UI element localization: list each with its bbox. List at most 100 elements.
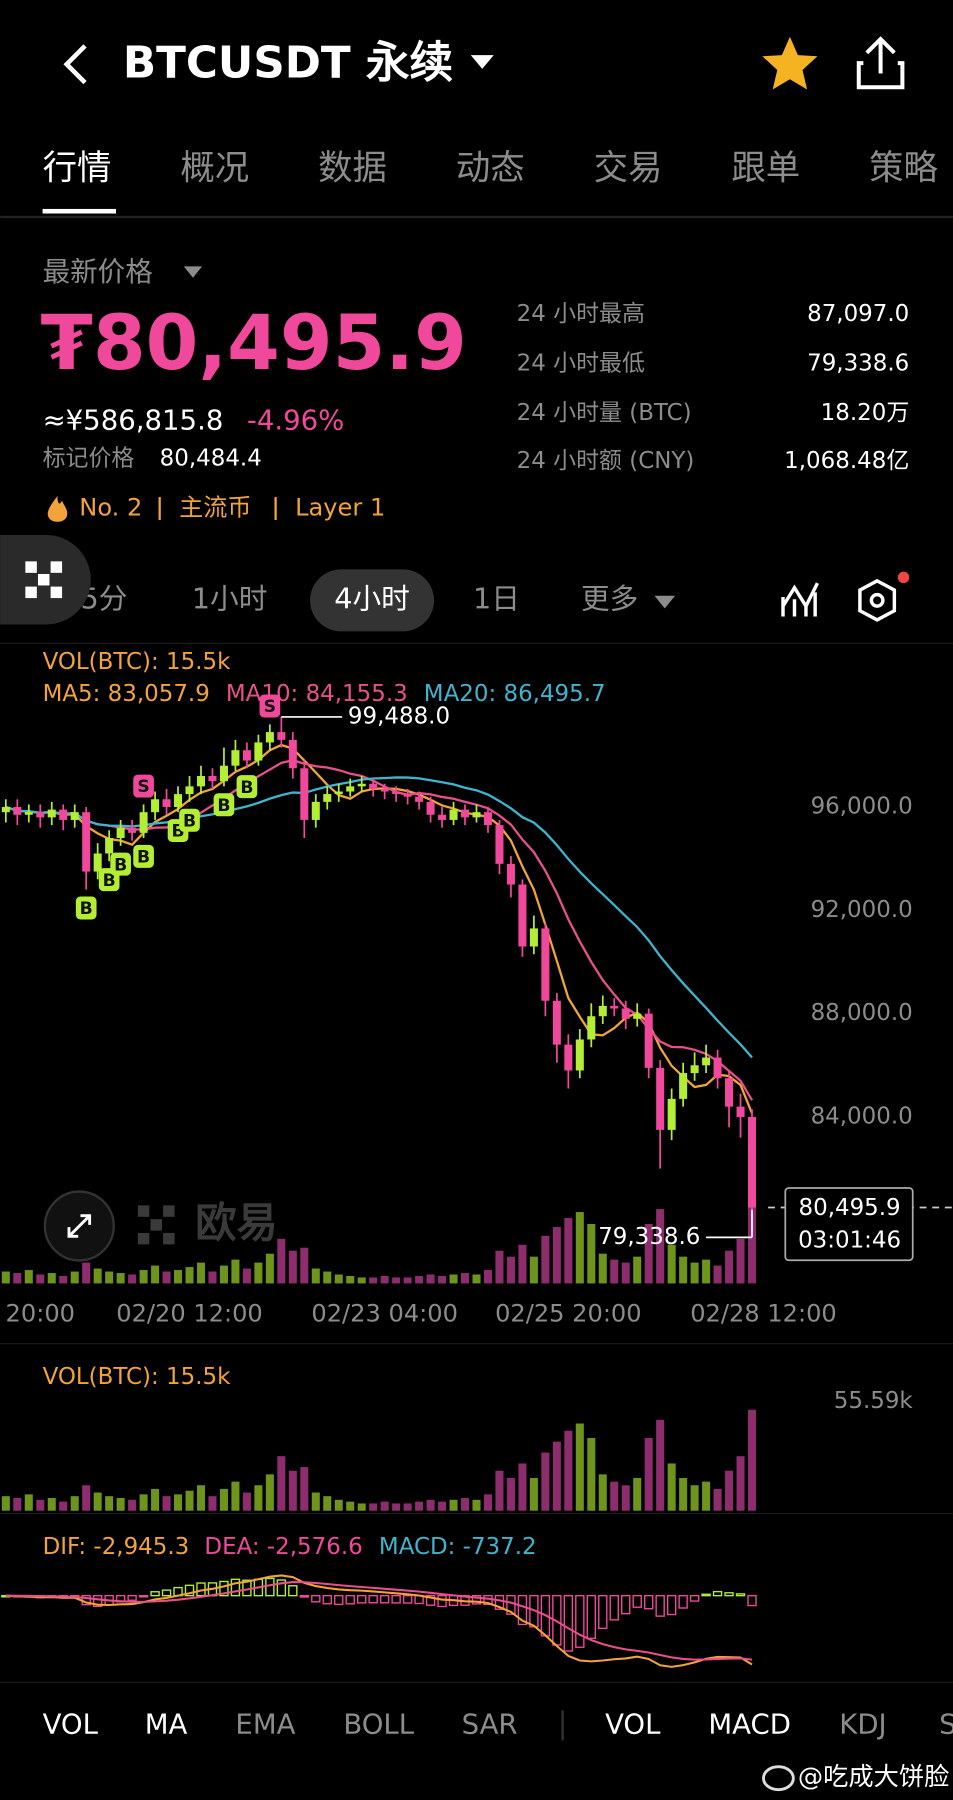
- volume-bar: [24, 1270, 33, 1284]
- indicator[interactable]: BOLL: [343, 1708, 414, 1740]
- candle-body: [449, 809, 458, 820]
- share-button[interactable]: [856, 36, 905, 90]
- indicator[interactable]: MACD: [708, 1708, 791, 1740]
- volume-bar: [369, 1503, 378, 1511]
- interval[interactable]: 1小时: [192, 581, 268, 615]
- macd-label: MACD: -737.2: [379, 1534, 537, 1560]
- vol-panel-label: VOL(BTC): 15.5k: [43, 1364, 232, 1390]
- volume-bar: [702, 1481, 711, 1511]
- interval[interactable]: 1日: [473, 581, 520, 615]
- candle-body: [725, 1078, 734, 1107]
- candle-body: [369, 783, 378, 789]
- indicator[interactable]: SAR: [462, 1708, 518, 1740]
- macd-label: DEA: -2,576.6: [204, 1534, 362, 1560]
- volume-bar: [105, 1496, 114, 1511]
- candle-body: [357, 783, 366, 787]
- tag[interactable]: Layer 1: [295, 494, 385, 522]
- volume-bar: [288, 1470, 297, 1511]
- volume-bar: [679, 1478, 688, 1511]
- tab-bar: 行情 概况 数据 动态 交易 跟单 策略: [43, 148, 938, 188]
- candle-body: [472, 812, 481, 818]
- volume-bar: [506, 1478, 515, 1511]
- volume-bar: [242, 1268, 251, 1284]
- tab[interactable]: 跟单: [731, 148, 800, 188]
- volume-bar: [541, 1452, 550, 1511]
- volume-bar: [633, 1478, 642, 1511]
- indicator[interactable]: EMA: [235, 1708, 295, 1740]
- interval[interactable]: 4小时: [334, 581, 410, 615]
- y-tick-label: 92,000.0: [811, 897, 913, 923]
- trade-marker: [110, 852, 131, 876]
- macd-bar: [575, 1594, 585, 1648]
- volume-bar: [541, 1235, 550, 1284]
- macd-bar: [598, 1594, 608, 1630]
- indicator[interactable]: VOL: [605, 1708, 661, 1740]
- indicator[interactable]: S: [939, 1708, 953, 1740]
- macd-bar: [345, 1594, 355, 1605]
- expand-icon: [67, 1214, 92, 1238]
- volume-bar: [24, 1494, 33, 1511]
- last-price-box: [784, 1187, 914, 1262]
- volume-bar: [116, 1497, 125, 1511]
- volume-bar: [277, 1238, 286, 1284]
- macd-bar: [643, 1594, 654, 1610]
- tab[interactable]: 数据: [318, 148, 387, 188]
- indicator[interactable]: VOL: [43, 1708, 99, 1740]
- candle-body: [461, 809, 470, 818]
- volume-bar: [128, 1499, 137, 1511]
- candle-body: [93, 853, 102, 872]
- candle-body: [438, 814, 447, 820]
- candle-body: [495, 825, 504, 864]
- x-tick-label: 02/25 20:00: [495, 1299, 642, 1327]
- tab[interactable]: 行情: [43, 148, 112, 188]
- macd-bar: [219, 1580, 229, 1597]
- macd-bar: [92, 1594, 103, 1608]
- tag[interactable]: No. 2: [79, 494, 142, 522]
- macd-bar: [563, 1594, 574, 1652]
- stat-label: 24 小时最高: [517, 301, 645, 327]
- tab[interactable]: 概况: [180, 148, 249, 188]
- macd-bar: [425, 1594, 436, 1606]
- title[interactable]: BTCUSDT 永续: [123, 38, 453, 88]
- volume-bar: [461, 1273, 470, 1284]
- candle-body: [346, 786, 355, 792]
- volume-bar: [185, 1490, 194, 1511]
- trade-marker-label: B: [183, 811, 196, 831]
- volume-bar: [702, 1259, 711, 1284]
- volume-bar: [151, 1488, 160, 1511]
- last-price: ₮80,495.9: [40, 299, 467, 387]
- back-button[interactable]: [63, 44, 87, 85]
- tab[interactable]: 策略: [869, 148, 938, 188]
- ma-legend: MA5: 83,057.9: [43, 681, 210, 707]
- tab[interactable]: 交易: [594, 148, 663, 188]
- low-label: 79,338.6: [598, 1224, 700, 1250]
- indicator[interactable]: KDJ: [839, 1708, 886, 1740]
- favorite-star[interactable]: [762, 36, 818, 90]
- divider: [0, 1513, 953, 1515]
- dropdown-arrow[interactable]: [470, 55, 494, 69]
- stat-label: 24 小时最低: [517, 350, 645, 376]
- volume-bar: [162, 1496, 171, 1511]
- candle-body: [128, 827, 137, 833]
- candle-body: [529, 928, 538, 947]
- volume-bar: [461, 1497, 470, 1511]
- macd-bar: [747, 1594, 757, 1607]
- volume-bar: [334, 1274, 343, 1284]
- candle-body: [59, 809, 68, 820]
- volume-bar: [174, 1270, 183, 1284]
- interval[interactable]: 更多: [581, 581, 638, 615]
- indicator[interactable]: MA: [145, 1708, 188, 1740]
- price-label[interactable]: 最新价格: [43, 256, 153, 288]
- approx-price: ≈¥586,815.8: [43, 404, 224, 436]
- volume-bar: [667, 1463, 676, 1511]
- volume-bar: [93, 1492, 102, 1511]
- settings-button[interactable]: [858, 578, 897, 622]
- tab[interactable]: 动态: [456, 148, 525, 188]
- volume-bar: [93, 1268, 102, 1284]
- volume-bar: [70, 1271, 79, 1284]
- volume-bar: [162, 1271, 171, 1284]
- volume-bar: [105, 1271, 114, 1284]
- tag[interactable]: 主流币: [179, 494, 251, 522]
- ma-legend: MA20: 86,495.7: [424, 681, 606, 707]
- indicator-button[interactable]: [781, 582, 819, 617]
